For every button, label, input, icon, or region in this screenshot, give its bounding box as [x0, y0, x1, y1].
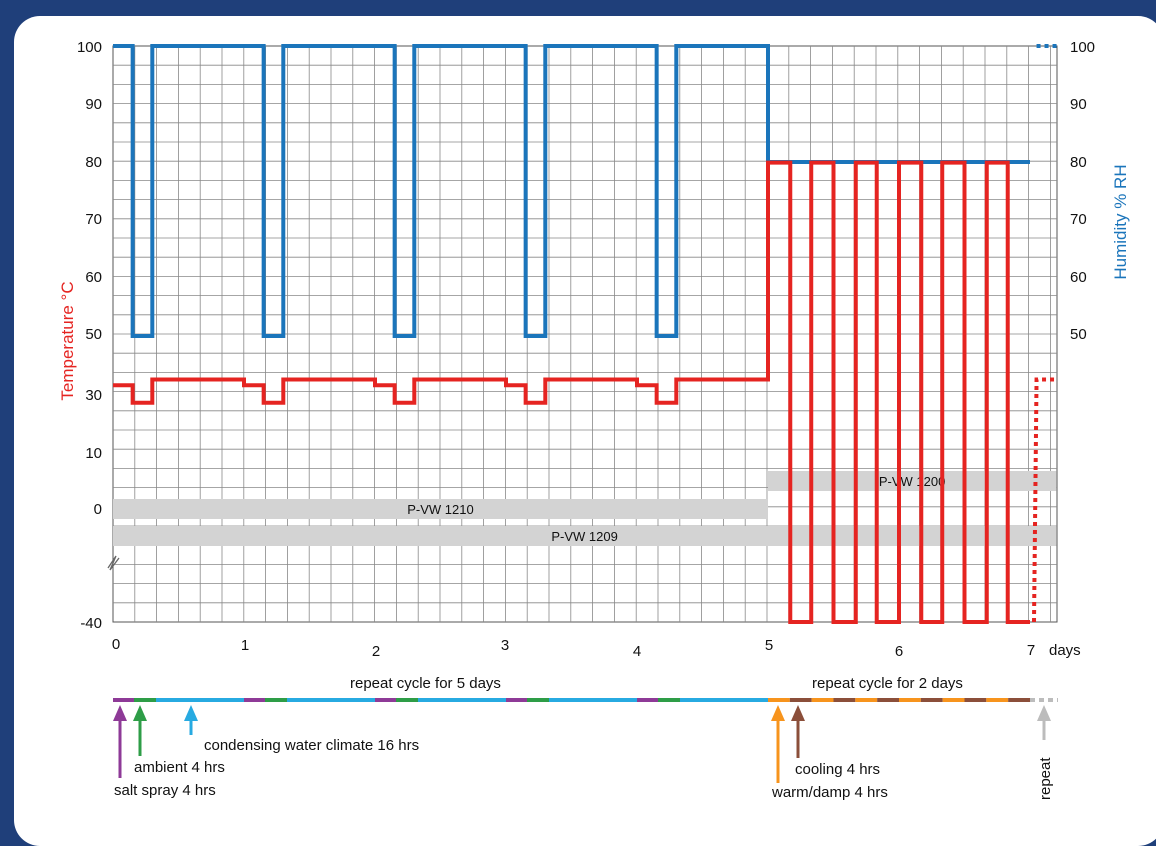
cooling-label: cooling 4 hrs	[795, 761, 880, 778]
band-label: P-VW 1209	[551, 529, 617, 544]
left-axis-label: Temperature °C	[58, 281, 77, 400]
left-tick-label: 10	[85, 445, 102, 462]
temperature-line	[113, 160, 1030, 624]
salt-spray-label: salt spray 4 hrs	[114, 782, 216, 799]
cooling-arrow-icon-head	[791, 705, 805, 721]
temperature-repeat-line	[1032, 377, 1057, 623]
x-tick-label: 2	[372, 643, 380, 660]
left-tick-label: -40	[80, 615, 102, 632]
band-label: P-VW 1200	[879, 474, 945, 489]
x-tick-label: 5	[765, 637, 773, 654]
repeat-label: repeat	[1037, 757, 1054, 800]
x-tick-label: 0	[112, 636, 120, 653]
left-tick-label: 100	[77, 39, 102, 56]
warm-damp-arrow-icon-head	[771, 705, 785, 721]
condensing-label: condensing water climate 16 hrs	[204, 737, 419, 754]
humidity-line	[113, 44, 1030, 338]
condensing-arrow-icon-head	[184, 705, 198, 721]
band-p-vw-1200	[768, 471, 1057, 491]
warm-damp-label: warm/damp 4 hrs	[771, 784, 888, 801]
axis-break-icon	[107, 555, 120, 571]
ambient-label: ambient 4 hrs	[134, 759, 225, 776]
left-tick-label: 60	[85, 269, 102, 286]
test-standard-bands: P-VW 1210 P-VW 1209 P-VW 1200	[107, 471, 1057, 571]
left-tick-label: 50	[85, 326, 102, 343]
right-tick-label: 90	[1070, 96, 1087, 113]
right-tick-label: 70	[1070, 211, 1087, 228]
left-tick-label: 30	[85, 387, 102, 404]
right-axis-label: Humidity % RH	[1111, 164, 1130, 279]
right-tick-label: 60	[1070, 269, 1087, 286]
x-tick-label: 3	[501, 637, 509, 654]
left-tick-label: 0	[94, 501, 102, 518]
left-tick-label: 90	[85, 96, 102, 113]
repeat-2-days-label: repeat cycle for 2 days	[812, 675, 963, 692]
repeat-5-days-label: repeat cycle for 5 days	[350, 675, 501, 692]
right-tick-label: 50	[1070, 326, 1087, 343]
x-tick-label: 6	[895, 643, 903, 660]
right-tick-label: 80	[1070, 154, 1087, 171]
ambient-arrow-icon-head	[133, 705, 147, 721]
chart-series	[113, 44, 1057, 624]
band-p-vw-1209	[113, 526, 1057, 546]
left-tick-label: 70	[85, 211, 102, 228]
repeat-arrow-icon-head	[1037, 705, 1051, 721]
x-tick-label: 4	[633, 643, 641, 660]
x-axis-unit-label: days	[1049, 642, 1081, 659]
band-label: P-VW 1210	[407, 502, 473, 517]
salt-spray-arrow-icon-head	[113, 705, 127, 721]
x-tick-label: 1	[241, 637, 249, 654]
x-tick-label: 7	[1027, 642, 1035, 659]
left-tick-label: 80	[85, 154, 102, 171]
band-p-vw-1210	[113, 499, 768, 519]
phase-timeline	[113, 698, 1058, 783]
right-tick-label: 100	[1070, 39, 1095, 56]
